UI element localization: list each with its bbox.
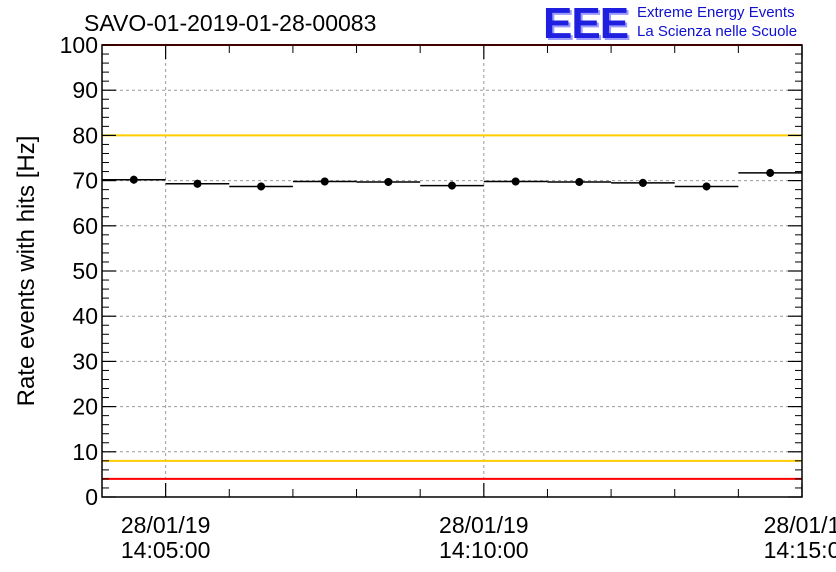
x-tick-label-time: 14:10:00 — [439, 537, 529, 563]
y-tick-label: 0 — [85, 484, 98, 510]
data-point — [638, 178, 647, 187]
x-tick-label-date: 28/01/19 — [439, 512, 529, 538]
x-tick-label-date: 28/01/19 — [121, 512, 211, 538]
y-tick-label: 30 — [72, 348, 98, 374]
y-tick-label: 40 — [72, 303, 98, 329]
data-point — [766, 168, 775, 177]
data-point — [702, 182, 711, 191]
data-point — [511, 177, 520, 186]
y-tick-label: 90 — [72, 77, 98, 103]
axis-ticks — [101, 44, 803, 498]
data-point — [257, 182, 266, 191]
data-point — [448, 181, 456, 190]
y-tick-label: 100 — [60, 32, 98, 58]
y-tick-label: 70 — [72, 168, 98, 194]
x-tick-label-time: 14:05:00 — [121, 537, 211, 563]
data-point — [193, 179, 202, 188]
data-point — [129, 175, 138, 184]
grid-layer — [102, 45, 802, 497]
logo-line-1: Extreme Energy Events — [637, 4, 795, 21]
x-tick-label-time: 14:15:0 — [764, 537, 836, 563]
eee-logo-text: Extreme Energy Events La Scienza nelle S… — [637, 3, 797, 41]
y-tick-label: 60 — [72, 213, 98, 239]
y-tick-label: 80 — [72, 122, 98, 148]
data-point — [575, 177, 584, 186]
data-point — [320, 177, 329, 186]
chart-title: SAVO-01-2019-01-28-00083 — [84, 10, 377, 36]
y-axis-label: Rate events with hits [Hz] — [13, 136, 40, 407]
y-tick-label: 50 — [72, 258, 98, 284]
y-tick-label: 20 — [72, 394, 98, 420]
eee-logo-mark: EEE — [543, 0, 629, 48]
axis-labels: 010203040506070809010028/01/1914:05:0028… — [60, 32, 836, 563]
reference-lines — [102, 44, 802, 480]
data-series — [102, 168, 802, 191]
logo-line-2: La Scienza nelle Scuole — [637, 23, 798, 40]
x-tick-label-date: 28/01/1 — [764, 512, 836, 538]
y-tick-label: 10 — [72, 439, 98, 465]
data-point — [384, 177, 393, 186]
